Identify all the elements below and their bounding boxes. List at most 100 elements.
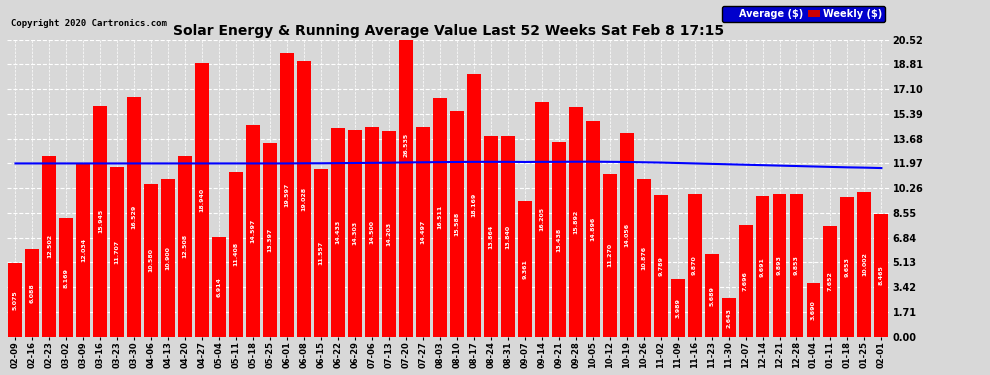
Text: 11.408: 11.408 <box>234 242 239 266</box>
Bar <box>688 194 702 337</box>
Bar <box>43 156 56 337</box>
Text: 8.465: 8.465 <box>879 266 884 285</box>
Text: 12.502: 12.502 <box>47 234 51 258</box>
Text: 12.034: 12.034 <box>81 238 86 262</box>
Text: 9.691: 9.691 <box>760 256 765 276</box>
Text: 13.397: 13.397 <box>267 228 272 252</box>
Bar <box>331 128 345 337</box>
Bar <box>59 219 73 337</box>
Text: 9.653: 9.653 <box>844 257 850 277</box>
Bar <box>348 130 362 337</box>
Text: 15.588: 15.588 <box>454 212 459 236</box>
Bar <box>161 179 175 337</box>
Bar <box>569 106 583 337</box>
Bar <box>722 298 736 337</box>
Bar <box>449 111 464 337</box>
Text: 13.438: 13.438 <box>556 227 561 252</box>
Text: 3.690: 3.690 <box>811 300 816 320</box>
Text: 8.169: 8.169 <box>64 268 69 288</box>
Text: Copyright 2020 Cartronics.com: Copyright 2020 Cartronics.com <box>11 19 167 28</box>
Bar <box>790 194 804 337</box>
Text: 18.940: 18.940 <box>200 188 205 212</box>
Bar <box>807 284 821 337</box>
Text: 5.689: 5.689 <box>709 286 714 306</box>
Text: 16.205: 16.205 <box>540 207 545 231</box>
Bar <box>637 179 650 337</box>
Bar <box>247 125 260 337</box>
Bar <box>670 279 685 337</box>
Bar <box>280 53 294 337</box>
Bar <box>145 183 158 337</box>
Text: 7.696: 7.696 <box>743 271 748 291</box>
Bar <box>857 192 871 337</box>
Text: 16.529: 16.529 <box>132 205 137 229</box>
Bar <box>263 143 277 337</box>
Text: 14.896: 14.896 <box>590 217 595 241</box>
Bar <box>297 61 311 337</box>
Text: 16.511: 16.511 <box>438 205 443 230</box>
Bar <box>586 121 600 337</box>
Bar <box>518 201 532 337</box>
Bar <box>433 98 446 337</box>
Bar <box>314 170 328 337</box>
Bar <box>178 156 192 337</box>
Bar <box>76 162 90 337</box>
Text: 9.853: 9.853 <box>794 255 799 275</box>
Bar <box>110 167 125 337</box>
Text: 13.840: 13.840 <box>505 225 510 249</box>
Text: 12.508: 12.508 <box>183 234 188 258</box>
Bar <box>551 142 565 337</box>
Bar <box>501 136 515 337</box>
Bar <box>739 225 752 337</box>
Legend: Average ($), Weekly ($): Average ($), Weekly ($) <box>722 6 885 22</box>
Text: 11.707: 11.707 <box>115 240 120 264</box>
Text: 14.500: 14.500 <box>369 220 374 244</box>
Text: 13.864: 13.864 <box>488 224 493 249</box>
Text: 11.557: 11.557 <box>319 241 324 265</box>
Bar <box>755 196 769 337</box>
Text: 3.989: 3.989 <box>675 298 680 318</box>
Text: 15.945: 15.945 <box>98 209 103 234</box>
Text: 14.303: 14.303 <box>352 221 357 245</box>
Text: 14.433: 14.433 <box>336 220 341 245</box>
Text: 6.088: 6.088 <box>30 283 35 303</box>
Text: 10.876: 10.876 <box>642 246 646 270</box>
Bar <box>874 214 888 337</box>
Text: 19.028: 19.028 <box>302 187 307 211</box>
Text: 14.203: 14.203 <box>386 222 391 246</box>
Text: 26.535: 26.535 <box>404 132 409 157</box>
Text: 15.892: 15.892 <box>573 210 578 234</box>
Text: 9.870: 9.870 <box>692 255 697 275</box>
Bar <box>603 174 617 337</box>
Text: 10.002: 10.002 <box>862 252 867 276</box>
Bar <box>416 127 430 337</box>
Text: 10.580: 10.580 <box>148 248 153 272</box>
Bar <box>484 136 498 337</box>
Text: 10.900: 10.900 <box>165 246 170 270</box>
Bar <box>705 254 719 337</box>
Bar <box>9 263 23 337</box>
Bar <box>399 0 413 337</box>
Text: 5.075: 5.075 <box>13 290 18 310</box>
Bar <box>230 172 244 337</box>
Title: Solar Energy & Running Average Value Last 52 Weeks Sat Feb 8 17:15: Solar Energy & Running Average Value Las… <box>173 24 724 39</box>
Bar <box>212 237 226 337</box>
Bar <box>128 98 142 337</box>
Text: 14.056: 14.056 <box>625 223 630 247</box>
Text: 14.497: 14.497 <box>421 220 426 244</box>
Bar <box>26 249 40 337</box>
Bar <box>535 102 548 337</box>
Bar <box>467 74 481 337</box>
Bar <box>93 106 107 337</box>
Text: 9.361: 9.361 <box>523 259 528 279</box>
Bar <box>382 131 396 337</box>
Text: 7.652: 7.652 <box>828 272 833 291</box>
Text: 6.914: 6.914 <box>217 277 222 297</box>
Bar <box>620 133 634 337</box>
Text: 18.169: 18.169 <box>471 193 476 217</box>
Bar <box>365 127 379 337</box>
Bar <box>195 63 209 337</box>
Text: 9.789: 9.789 <box>658 256 663 276</box>
Text: 14.597: 14.597 <box>250 219 255 243</box>
Text: 19.597: 19.597 <box>284 183 290 207</box>
